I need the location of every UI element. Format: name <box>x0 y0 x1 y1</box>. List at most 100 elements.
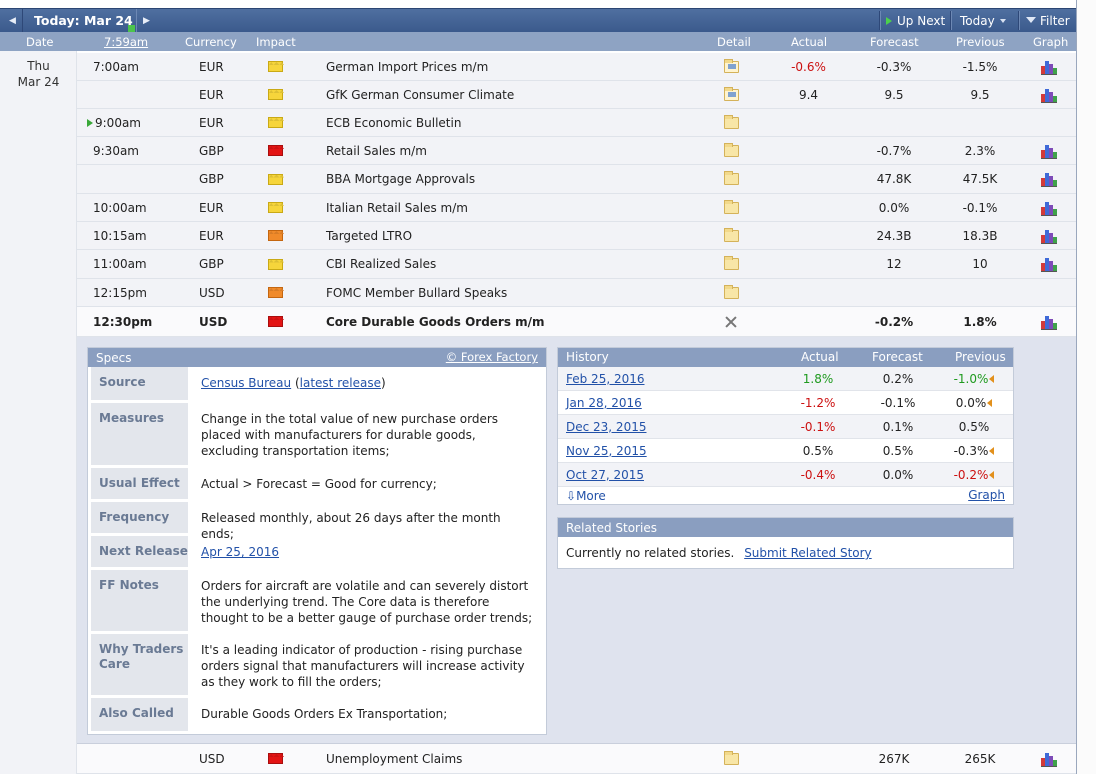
event-impact <box>268 81 283 108</box>
event-detail[interactable] <box>724 109 739 136</box>
next-release-link[interactable]: Apr 25, 2016 <box>201 545 280 559</box>
event-title[interactable]: CBI Realized Sales <box>326 257 437 271</box>
history-row: Feb 25, 2016 1.8% 0.2% -1.0% <box>558 367 1013 391</box>
forex-factory-link[interactable]: © Forex Factory <box>445 350 538 364</box>
event-row[interactable]: 11:00am GBP CBI Realized Sales 12 10 <box>77 250 1076 279</box>
prev-day-button[interactable]: ◀ <box>3 9 23 32</box>
event-title[interactable]: Core Durable Goods Orders m/m <box>326 314 545 329</box>
event-row[interactable]: 7:00am EUR German Import Prices m/m -0.6% -0… <box>77 53 1076 81</box>
divider <box>1018 11 1019 30</box>
latest-release-link[interactable]: latest release <box>299 376 381 390</box>
event-graph[interactable] <box>1041 307 1057 336</box>
history-date-link[interactable]: Oct 27, 2015 <box>566 467 644 482</box>
folder-icon[interactable] <box>724 58 739 73</box>
event-graph[interactable] <box>1041 137 1057 164</box>
specs-panel: Specs © Forex Factory Source Census Bure… <box>87 347 547 735</box>
event-impact <box>268 222 283 249</box>
folder-icon[interactable] <box>724 114 739 129</box>
spec-label: Next Release <box>91 536 188 567</box>
event-title[interactable]: GfK German Consumer Climate <box>326 87 515 102</box>
impact-low-icon <box>268 89 283 100</box>
history-date-link[interactable]: Nov 25, 2015 <box>566 443 647 458</box>
history-graph-link[interactable]: Graph <box>968 488 1005 502</box>
event-row[interactable]: 12:15pm USD FOMC Member Bullard Speaks <box>77 279 1076 307</box>
spec-frequency: Frequency Released monthly, about 26 day… <box>88 502 546 541</box>
event-previous <box>941 279 1019 306</box>
source-link[interactable]: Census Bureau <box>201 376 292 390</box>
today-menu-button[interactable]: Today <box>960 9 1006 32</box>
event-detail[interactable] <box>724 194 739 221</box>
bar-chart-icon[interactable] <box>1041 315 1057 330</box>
event-row[interactable]: USD Unemployment Claims 267K 265K <box>77 744 1076 774</box>
bar-chart-icon[interactable] <box>1041 229 1057 244</box>
event-graph[interactable] <box>1041 194 1057 221</box>
bar-chart-icon[interactable] <box>1041 257 1057 272</box>
event-title[interactable]: BBA Mortgage Approvals <box>326 172 476 186</box>
event-row[interactable]: 10:15am EUR Targeted LTRO 24.3B 18.3B <box>77 222 1076 250</box>
submit-related-story-link[interactable]: Submit Related Story <box>744 546 872 560</box>
next-day-button[interactable]: ▶ <box>136 9 156 32</box>
filter-button[interactable]: Filter <box>1026 9 1070 32</box>
history-date-link[interactable]: Feb 25, 2016 <box>566 371 645 386</box>
event-graph[interactable] <box>1041 53 1057 80</box>
event-currency: EUR <box>199 200 224 215</box>
event-title[interactable]: Unemployment Claims <box>326 751 463 766</box>
bar-chart-icon[interactable] <box>1041 752 1057 767</box>
event-row[interactable]: EUR GfK German Consumer Climate 9.4 9.5 9.5 <box>77 81 1076 109</box>
up-next-button[interactable]: Up Next <box>886 9 945 32</box>
history-date-link[interactable]: Dec 23, 2015 <box>566 419 647 434</box>
event-detail[interactable] <box>724 744 739 773</box>
event-actual: 9.4 <box>798 87 819 102</box>
event-detail[interactable] <box>724 53 739 80</box>
event-title[interactable]: Retail Sales m/m <box>326 143 427 158</box>
event-graph[interactable] <box>1041 250 1057 278</box>
more-button[interactable]: ⇩More <box>566 489 606 503</box>
close-detail-icon[interactable] <box>724 315 738 329</box>
event-row[interactable]: 10:00am EUR Italian Retail Sales m/m 0.0% -0… <box>77 194 1076 222</box>
event-detail[interactable] <box>724 81 739 108</box>
bar-chart-icon[interactable] <box>1041 88 1057 103</box>
event-title[interactable]: FOMC Member Bullard Speaks <box>326 285 508 300</box>
event-currency: EUR <box>199 115 224 130</box>
event-detail[interactable] <box>724 137 739 164</box>
event-detail[interactable] <box>724 307 738 336</box>
chevron-down-icon <box>999 18 1006 23</box>
event-row[interactable]: 12:30pm USD Core Durable Goods Orders m/m -… <box>77 307 1076 337</box>
event-title[interactable]: German Import Prices m/m <box>326 59 489 74</box>
bar-chart-icon[interactable] <box>1041 201 1057 216</box>
column-header: Date 7:59am Currency Impact Detail Actua… <box>0 32 1076 51</box>
col-time[interactable]: 7:59am <box>104 35 149 49</box>
event-detail[interactable] <box>724 222 739 249</box>
event-detail[interactable] <box>724 250 739 278</box>
bar-chart-icon[interactable] <box>1041 144 1057 159</box>
bar-chart-icon[interactable] <box>1041 172 1057 187</box>
event-graph[interactable] <box>1041 222 1057 249</box>
event-title[interactable]: ECB Economic Bulletin <box>326 115 462 130</box>
event-title[interactable]: Italian Retail Sales m/m <box>326 200 468 215</box>
event-graph[interactable] <box>1041 744 1057 773</box>
event-graph[interactable] <box>1041 81 1057 108</box>
event-forecast: -0.3% <box>876 59 912 74</box>
event-previous: 9.5 <box>970 87 990 102</box>
event-impact <box>268 250 283 278</box>
folder-icon[interactable] <box>724 86 739 101</box>
folder-icon[interactable] <box>724 284 739 299</box>
folder-icon[interactable] <box>724 171 739 185</box>
folder-icon[interactable] <box>724 199 739 214</box>
folder-icon[interactable] <box>724 750 739 765</box>
event-row[interactable]: 9:00am EUR ECB Economic Bulletin <box>77 109 1076 137</box>
event-row[interactable]: 9:30am GBP Retail Sales m/m -0.7% 2.3% <box>77 137 1076 165</box>
event-impact <box>268 109 283 136</box>
event-row[interactable]: GBP BBA Mortgage Approvals 47.8K 47.5K <box>77 165 1076 194</box>
folder-icon[interactable] <box>724 256 739 270</box>
event-title[interactable]: Targeted LTRO <box>326 228 413 243</box>
bar-chart-icon[interactable] <box>1041 60 1057 75</box>
col-graph: Graph <box>1033 35 1069 49</box>
today-label[interactable]: Today: Mar 24 <box>34 13 133 28</box>
event-graph[interactable] <box>1041 165 1057 193</box>
history-date-link[interactable]: Jan 28, 2016 <box>566 395 642 410</box>
folder-icon[interactable] <box>724 142 739 157</box>
event-detail[interactable] <box>724 279 739 306</box>
folder-icon[interactable] <box>724 227 739 242</box>
event-detail[interactable] <box>724 165 739 193</box>
